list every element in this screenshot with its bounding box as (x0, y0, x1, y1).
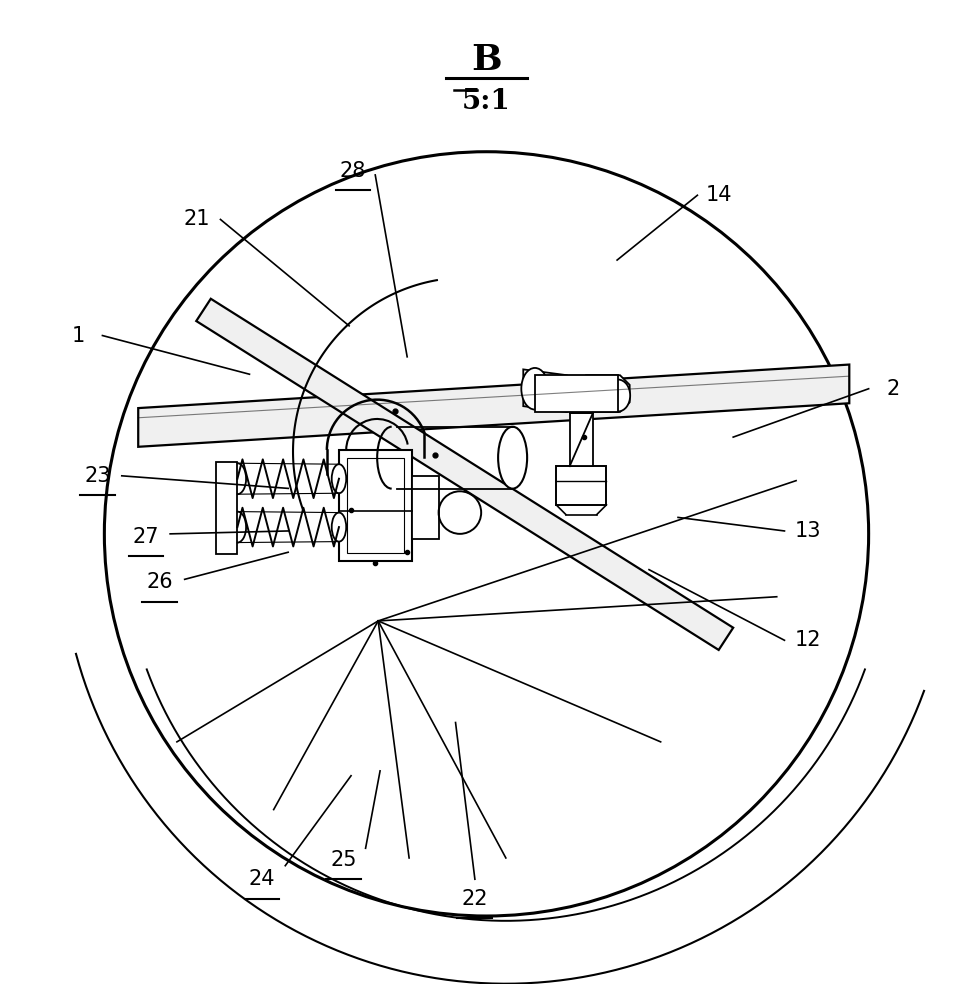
Text: 5:1: 5:1 (462, 88, 511, 115)
Text: 28: 28 (340, 161, 366, 181)
Text: 1: 1 (72, 326, 85, 346)
Text: 14: 14 (705, 185, 732, 205)
Text: 27: 27 (132, 527, 160, 547)
Polygon shape (586, 375, 630, 412)
Ellipse shape (229, 512, 246, 543)
Bar (346, 458, 404, 553)
Ellipse shape (229, 463, 246, 494)
Bar (557, 466, 606, 505)
Text: 25: 25 (330, 850, 356, 870)
Text: B: B (471, 43, 502, 77)
Ellipse shape (498, 427, 527, 489)
Bar (412, 476, 439, 539)
Bar (535, 375, 618, 412)
Text: 21: 21 (183, 209, 209, 229)
Polygon shape (138, 365, 849, 447)
Polygon shape (197, 299, 734, 650)
Ellipse shape (332, 513, 346, 542)
Ellipse shape (522, 368, 549, 410)
Ellipse shape (606, 380, 631, 411)
Bar (216, 462, 237, 554)
Text: 13: 13 (794, 521, 821, 541)
Bar (339, 450, 412, 561)
Text: 26: 26 (146, 572, 173, 592)
Text: 12: 12 (794, 630, 821, 650)
Bar (570, 413, 593, 466)
Ellipse shape (332, 464, 346, 493)
Text: 23: 23 (85, 466, 111, 486)
Text: 22: 22 (461, 889, 488, 909)
Polygon shape (523, 369, 567, 412)
Text: 24: 24 (249, 869, 275, 889)
Text: 2: 2 (886, 379, 899, 399)
